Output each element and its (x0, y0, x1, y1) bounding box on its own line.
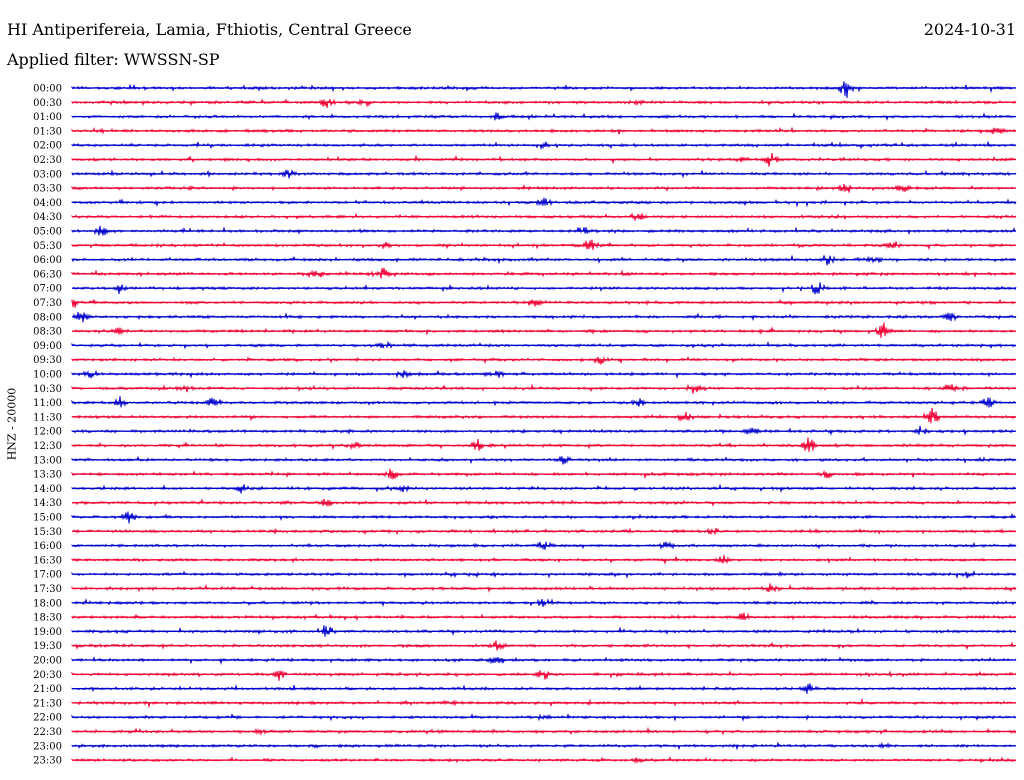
trace-1100 (71, 396, 1017, 408)
time-label-0930: 09:30 (33, 355, 62, 366)
trace-0600 (71, 254, 1017, 266)
time-label-1930: 19:30 (33, 641, 62, 652)
time-label-0200: 02:00 (33, 141, 62, 152)
time-label-1200: 12:00 (33, 427, 62, 438)
time-label-0430: 04:30 (33, 212, 62, 223)
time-label-2130: 21:30 (33, 698, 62, 709)
time-label-1730: 17:30 (33, 584, 62, 595)
time-label-2100: 21:00 (33, 684, 62, 695)
time-label-1830: 18:30 (33, 613, 62, 624)
time-label-2330: 23:30 (33, 756, 62, 767)
time-label-0900: 09:00 (33, 341, 62, 352)
time-label-1530: 15:30 (33, 527, 62, 538)
time-label-1400: 14:00 (33, 484, 62, 495)
time-label-1000: 10:00 (33, 370, 62, 381)
time-label-0130: 01:30 (33, 126, 62, 137)
time-label-0300: 03:00 (33, 169, 62, 180)
trace-1700 (71, 569, 1017, 579)
trace-1030 (71, 383, 1017, 394)
time-label-1330: 13:30 (33, 470, 62, 481)
time-label-0030: 00:30 (33, 98, 62, 109)
station-title: HI Antiperifereia, Lamia, Fthiotis, Cent… (7, 20, 412, 39)
trace-0830 (71, 322, 1017, 339)
trace-2030 (71, 670, 1017, 681)
trace-0730 (71, 298, 1017, 308)
trace-0000 (71, 81, 1017, 99)
trace-0400 (71, 197, 1017, 208)
time-label-2200: 22:00 (33, 713, 62, 724)
time-label-1230: 12:30 (33, 441, 62, 452)
trace-1730 (71, 583, 1017, 593)
time-label-0630: 06:30 (33, 269, 62, 280)
trace-0030 (71, 98, 1017, 108)
time-label-1100: 11:00 (33, 398, 62, 409)
trace-1200 (71, 425, 1017, 436)
time-label-0000: 00:00 (33, 84, 62, 95)
filter-label: Applied filter: WWSSN-SP (7, 50, 220, 69)
time-label-1800: 18:00 (33, 598, 62, 609)
time-label-0100: 01:00 (33, 112, 62, 123)
time-label-0530: 05:30 (33, 241, 62, 252)
time-label-1130: 11:30 (33, 412, 62, 423)
time-label-0330: 03:30 (33, 184, 62, 195)
time-label-0700: 07:00 (33, 284, 62, 295)
time-label-0400: 04:00 (33, 198, 62, 209)
time-label-2300: 23:00 (33, 741, 62, 752)
trace-0630 (71, 267, 1017, 279)
time-label-1500: 15:00 (33, 513, 62, 524)
trace-1130 (71, 407, 1017, 424)
time-label-0500: 05:00 (33, 227, 62, 238)
time-label-0830: 08:30 (33, 327, 62, 338)
time-label-0600: 06:00 (33, 255, 62, 266)
time-label-2030: 20:30 (33, 670, 62, 681)
time-label-0230: 02:30 (33, 155, 62, 166)
time-label-2230: 22:30 (33, 727, 62, 738)
time-label-1030: 10:30 (33, 384, 62, 395)
time-label-0730: 07:30 (33, 298, 62, 309)
time-label-1600: 16:00 (33, 541, 62, 552)
trace-1230 (71, 437, 1017, 452)
time-label-1630: 16:30 (33, 555, 62, 566)
time-label-1700: 17:00 (33, 570, 62, 581)
time-label-2000: 20:00 (33, 656, 62, 667)
trace-1630 (71, 555, 1017, 565)
time-label-0800: 08:00 (33, 312, 62, 323)
trace-0930 (71, 355, 1017, 365)
time-label-1430: 14:30 (33, 498, 62, 509)
trace-1830 (71, 612, 1017, 622)
plot-date: 2024-10-31 (923, 20, 1016, 39)
time-label-1900: 19:00 (33, 627, 62, 638)
time-label-1300: 13:00 (33, 455, 62, 466)
